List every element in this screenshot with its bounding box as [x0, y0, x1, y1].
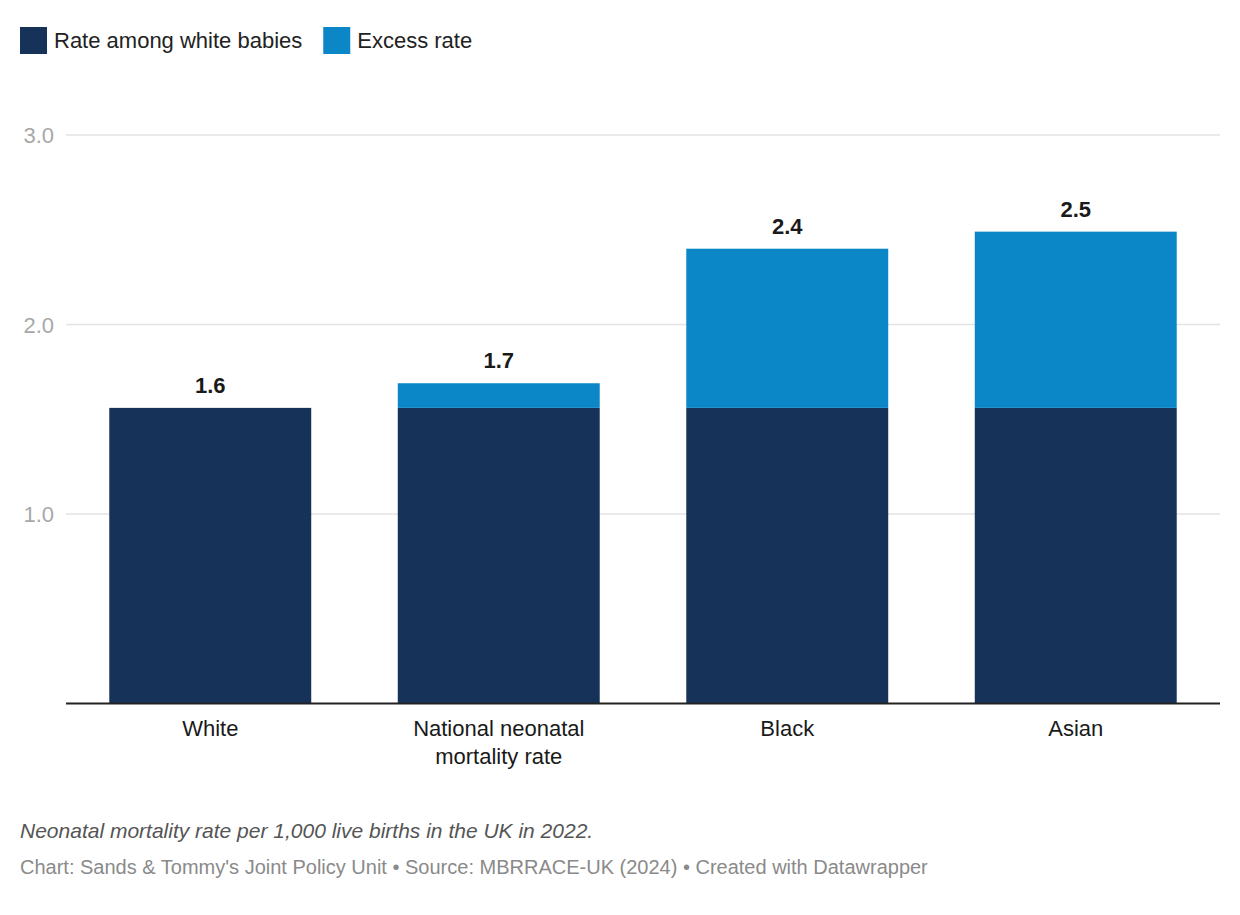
y-tick-label: 3.0 [23, 123, 54, 148]
grid-line [66, 134, 1220, 136]
y-tick-label: 1.0 [23, 502, 54, 527]
total-label: 1.7 [483, 348, 514, 373]
y-axis-line [66, 135, 67, 704]
x-axis: White National neonatalmortality rate Blac… [182, 716, 1103, 769]
total-label: 2.4 [772, 214, 803, 239]
bar-segment [686, 408, 888, 704]
source: Chart: Sands & Tommy's Joint Policy Unit… [20, 856, 928, 878]
bar-segment [109, 407, 311, 408]
legend: Rate among white babies Excess rate [20, 27, 472, 54]
caption: Neonatal mortality rate per 1,000 live b… [20, 819, 593, 842]
bar-segment [398, 383, 600, 408]
bars [109, 232, 1176, 704]
bar-segment [109, 408, 311, 704]
legend-swatch [323, 27, 350, 54]
total-label: 1.6 [195, 373, 226, 398]
total-label: 2.5 [1060, 197, 1091, 222]
x-axis-line [66, 703, 1220, 705]
bar-segment [686, 249, 888, 408]
legend-label: Excess rate [357, 28, 472, 53]
legend-label: Rate among white babies [54, 28, 302, 53]
x-tick-label: White [182, 716, 238, 741]
bar-segment [975, 408, 1177, 704]
legend-swatch [20, 27, 47, 54]
bar-segment [398, 408, 600, 704]
total-labels: 1.6 1.7 2.4 2.5 [195, 197, 1091, 398]
x-tick-label: Asian [1048, 716, 1103, 741]
x-tick-label: National neonatalmortality rate [413, 716, 584, 769]
background [0, 0, 1240, 915]
chart: Rate among white babies Excess rate 1.0 2.0… [0, 0, 1240, 915]
bar-segment [975, 232, 1177, 408]
y-tick-label: 2.0 [23, 313, 54, 338]
x-tick-label: Black [760, 716, 815, 741]
